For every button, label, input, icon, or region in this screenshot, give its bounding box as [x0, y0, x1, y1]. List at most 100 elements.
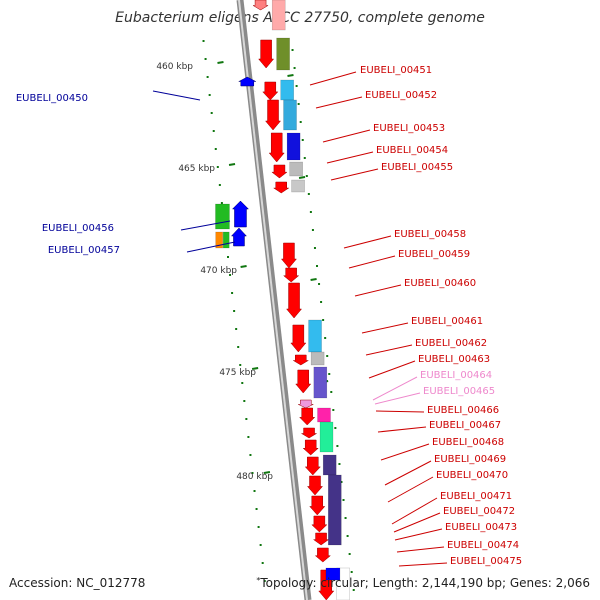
tick-dot — [301, 139, 304, 141]
tick-dot — [259, 544, 262, 546]
summary-mark: * — [256, 576, 261, 585]
tick-dot — [303, 157, 306, 159]
label-connector — [354, 284, 402, 297]
label-connector — [387, 476, 434, 503]
gene-category-box — [215, 231, 223, 249]
tick-dot — [344, 517, 347, 519]
tick-dot — [330, 391, 333, 393]
kbp-label: 460 kbp — [156, 62, 193, 72]
forward-gene-arrow — [262, 81, 279, 101]
forward-gene-arrow — [271, 164, 288, 179]
tick-dot — [227, 256, 230, 258]
kbp-tick — [217, 61, 224, 64]
tick-dot — [229, 274, 232, 276]
forward-gene-arrow — [280, 242, 297, 269]
forward-gene-arrow — [299, 407, 316, 426]
forward-gene-arrow — [306, 475, 324, 496]
tick-dot — [293, 67, 296, 69]
forward-gene-arrow — [302, 439, 319, 456]
tick-dot — [352, 589, 355, 591]
gene-label: EUBELI_00467 — [429, 420, 501, 431]
gene-label: EUBELI_00455 — [381, 162, 453, 173]
gene-label: EUBELI_00453 — [373, 123, 445, 134]
gene-category-box — [271, 0, 286, 31]
label-connector — [396, 546, 445, 553]
label-connector — [391, 497, 438, 525]
label-connector — [330, 168, 379, 181]
tick-dot — [307, 193, 310, 195]
label-connector — [377, 426, 427, 433]
label-connector — [315, 96, 363, 109]
genome-backbone — [236, 0, 312, 600]
label-connector — [375, 410, 425, 413]
tick-dot — [326, 355, 329, 357]
gene-label: EUBELI_00458 — [394, 229, 466, 240]
gene-category-box — [325, 567, 341, 581]
tick-dot — [305, 175, 308, 177]
gene-label: EUBELI_00464 — [420, 370, 492, 381]
tick-dot — [212, 130, 215, 132]
tick-dot — [336, 445, 339, 447]
kbp-label: 465 kbp — [178, 164, 215, 174]
gene-category-box — [289, 161, 303, 177]
tick-dot — [245, 418, 248, 420]
tick-dot — [295, 85, 298, 87]
label-connector — [374, 392, 421, 405]
kbp-tick — [240, 265, 247, 268]
gene-label: EUBELI_00466 — [427, 405, 499, 416]
tick-dot — [220, 202, 223, 204]
forward-gene-arrow — [311, 515, 328, 533]
tick-dot — [332, 409, 335, 411]
gene-label: EUBELI_00470 — [436, 470, 508, 481]
label-connector — [368, 360, 416, 379]
tick-dot — [340, 481, 343, 483]
tick-dot — [249, 454, 252, 456]
forward-gene-arrow — [300, 427, 318, 439]
label-connector — [380, 443, 430, 461]
tick-dot — [206, 76, 209, 78]
tick-dot — [237, 346, 240, 348]
tick-dot — [346, 535, 349, 537]
gene-labels: EUBELI_00450 EUBELI_00451 EUBELI_00452 EUBE… — [16, 65, 522, 567]
gene-label: EUBELI_00460 — [404, 278, 476, 289]
tick-dot — [316, 265, 319, 267]
reverse-gene-arrow — [238, 76, 256, 87]
forward-gene-arrow — [309, 495, 326, 516]
tick-dot — [309, 211, 312, 213]
tick-dot — [338, 463, 341, 465]
forward-gene-arrow — [272, 181, 290, 194]
tick-dot — [322, 319, 325, 321]
tick-dot — [243, 400, 246, 402]
gene-category-box — [276, 37, 290, 71]
gene-label: EUBELI_00452 — [365, 90, 437, 101]
label-connector — [186, 241, 236, 253]
forward-gene-arrow — [298, 399, 314, 409]
forward-gene-arrow — [286, 282, 303, 319]
label-connector — [361, 322, 409, 334]
forward-gene-arrow — [258, 39, 275, 69]
label-connector — [398, 562, 448, 567]
gene-category-box — [317, 407, 331, 423]
gene-label: EUBELI_00461 — [411, 316, 483, 327]
label-connector — [348, 255, 396, 269]
gene-label: EUBELI_00451 — [360, 65, 432, 76]
tick-dot — [208, 94, 211, 96]
gene-category-box — [215, 203, 230, 230]
gene-label: EUBELI_00457 — [48, 245, 120, 256]
kbp-tick — [298, 176, 306, 179]
forward-gene-arrow — [268, 132, 285, 163]
forward-gene-arrow — [290, 324, 307, 353]
gene-category-box — [222, 231, 230, 249]
label-connector — [394, 528, 443, 541]
tick-dot — [320, 301, 323, 303]
tick-dot — [261, 562, 264, 564]
gene-label: EUBELI_00474 — [447, 540, 519, 551]
gene-category-box — [322, 454, 337, 476]
tick-dot — [235, 328, 238, 330]
kbp-tick — [263, 471, 271, 474]
gene-category-box — [286, 132, 301, 161]
label-connector — [393, 512, 441, 533]
summary-text: Topology: circular; Length: 2,144,190 bp… — [260, 576, 590, 590]
map-title: Eubacterium eligens ATCC 27750, complete… — [115, 10, 485, 26]
